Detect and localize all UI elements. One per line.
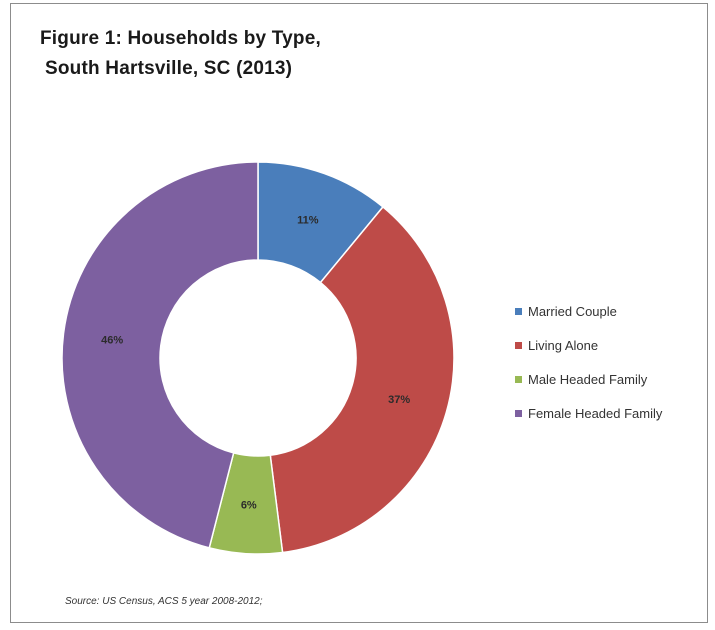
legend-item-married-couple: Married Couple <box>515 294 662 328</box>
source-note: Source: US Census, ACS 5 year 2008-2012; <box>65 596 263 607</box>
chart-title: Figure 1: Households by Type, South Hart… <box>40 24 321 84</box>
data-label-male-headed-family: 6% <box>241 500 257 512</box>
legend-item-female-headed-family: Female Headed Family <box>515 396 662 430</box>
legend-label: Living Alone <box>528 337 599 353</box>
legend-item-male-headed-family: Male Headed Family <box>515 362 662 396</box>
legend-swatch <box>515 341 522 349</box>
data-label-female-headed-family: 46% <box>101 335 123 347</box>
legend-label: Female Headed Family <box>528 405 663 421</box>
chart-legend: Married Couple Living Alone Male Headed Fa… <box>515 294 662 430</box>
legend-swatch <box>515 409 522 417</box>
legend-label: Male Headed Family <box>528 371 648 387</box>
donut-labels: 11% 37% 6% 46% <box>101 215 410 512</box>
legend-label: Married Couple <box>528 303 617 319</box>
chart-title-line-2: South Hartsville, SC (2013) <box>45 58 293 79</box>
legend-swatch <box>515 375 522 383</box>
legend-swatch <box>515 307 522 315</box>
data-label-living-alone: 37% <box>388 394 410 406</box>
slice-female-headed-family <box>61 161 259 549</box>
data-label-married-couple: 11% <box>297 215 319 227</box>
donut-slices <box>61 161 455 555</box>
slice-living-alone <box>269 205 455 554</box>
legend-item-living-alone: Living Alone <box>515 328 662 362</box>
chart-title-line-1: Figure 1: Households by Type, <box>40 28 321 49</box>
